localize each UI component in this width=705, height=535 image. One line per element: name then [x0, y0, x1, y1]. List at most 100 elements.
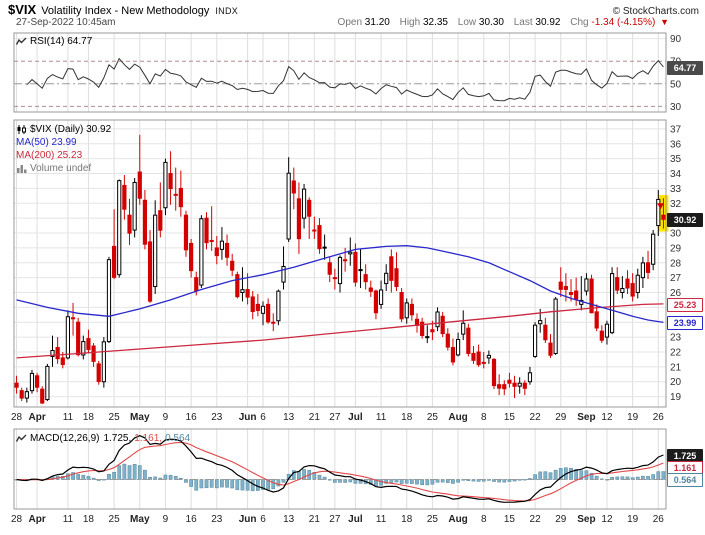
- svg-text:33: 33: [670, 184, 682, 195]
- page-title: Volatility Index - New Methodology: [41, 5, 210, 17]
- candlestick-icon: [17, 125, 26, 134]
- svg-text:22: 22: [530, 412, 542, 423]
- stockcharts-credit-link[interactable]: © StockCharts.com: [612, 6, 699, 17]
- svg-text:Jul: Jul: [348, 514, 363, 525]
- svg-text:6: 6: [260, 412, 266, 423]
- svg-text:15: 15: [504, 514, 516, 525]
- svg-text:8: 8: [481, 514, 487, 525]
- header: $VIX Volatility Index - New Methodology …: [8, 2, 699, 17]
- svg-text:Sep: Sep: [577, 514, 595, 525]
- svg-text:18: 18: [83, 514, 95, 525]
- symbol: $VIX: [8, 2, 37, 17]
- svg-text:37: 37: [670, 124, 682, 135]
- svg-text:18: 18: [401, 514, 413, 525]
- svg-text:6: 6: [260, 514, 266, 525]
- svg-text:90: 90: [670, 34, 682, 45]
- svg-text:25: 25: [109, 514, 121, 525]
- svg-text:12: 12: [601, 412, 613, 423]
- svg-text:50: 50: [670, 79, 682, 90]
- svg-text:22: 22: [530, 514, 542, 525]
- svg-text:28: 28: [11, 412, 23, 423]
- macd-legend-label: MACD(12,26,9): [30, 433, 100, 444]
- svg-text:11: 11: [376, 514, 387, 525]
- symbol-legend-label: $VIX (Daily) 30.92: [30, 124, 112, 135]
- svg-text:25: 25: [427, 412, 439, 423]
- rsi-indicator-icon: [16, 37, 27, 45]
- svg-text:27: 27: [329, 514, 341, 525]
- svg-text:8: 8: [481, 412, 487, 423]
- datetime-label: 27-Sep-2022 10:45am: [16, 17, 116, 28]
- svg-text:11: 11: [63, 514, 74, 525]
- last-price-box: 30.92: [667, 213, 703, 227]
- svg-text:15: 15: [504, 412, 516, 423]
- svg-text:13: 13: [283, 412, 295, 423]
- volume-bars-icon: [17, 165, 27, 173]
- rsi-value-box: 64.77: [667, 61, 703, 75]
- svg-text:28: 28: [11, 514, 23, 525]
- svg-text:11: 11: [63, 412, 74, 423]
- exchange-tag: INDX: [215, 6, 239, 16]
- svg-text:9: 9: [163, 412, 169, 423]
- macd-indicator-icon: [16, 434, 27, 442]
- ma200-legend-label: MA(200) 25.23: [16, 150, 83, 161]
- macd-line-value: 1.725,: [103, 433, 132, 444]
- svg-text:29: 29: [670, 243, 682, 254]
- low-value: 30.30: [478, 17, 504, 28]
- svg-text:21: 21: [670, 362, 682, 373]
- last-label: Last: [513, 17, 533, 28]
- macd-legend: MACD(12,26,9) 1.725, 1.161, 0.564: [16, 432, 190, 445]
- chg-value: -1.34 (-4.15%): [591, 17, 656, 28]
- open-label: Open: [337, 17, 363, 28]
- volume-legend-label: Volume undef: [30, 163, 92, 174]
- svg-text:28: 28: [670, 258, 682, 269]
- svg-text:18: 18: [401, 412, 413, 423]
- high-label: High: [399, 17, 421, 28]
- svg-text:Jun: Jun: [239, 412, 257, 423]
- macd-signal-value: 1.161,: [134, 433, 163, 444]
- svg-text:11: 11: [376, 412, 387, 423]
- svg-text:30: 30: [670, 229, 682, 240]
- quote-row: 27-Sep-2022 10:45am Open 31.20 High 32.3…: [16, 17, 669, 28]
- svg-text:26: 26: [653, 514, 665, 525]
- svg-text:32: 32: [670, 199, 682, 210]
- svg-text:21: 21: [309, 514, 321, 525]
- chg-label: Chg: [570, 17, 589, 28]
- svg-text:May: May: [130, 412, 150, 423]
- svg-text:Apr: Apr: [28, 412, 45, 423]
- svg-text:25: 25: [427, 514, 439, 525]
- ma50-legend-label: MA(50) 23.99: [16, 137, 77, 148]
- svg-text:Jul: Jul: [348, 412, 363, 423]
- svg-text:27: 27: [329, 412, 341, 423]
- svg-text:23: 23: [211, 412, 223, 423]
- chg-down-arrow-icon: ▼: [660, 17, 669, 27]
- svg-text:9: 9: [163, 514, 169, 525]
- svg-text:34: 34: [670, 169, 682, 180]
- ma50-value-box: 23.99: [667, 316, 703, 330]
- quote-summary: Open 31.20 High 32.35 Low 30.30 Last 30.…: [331, 17, 669, 28]
- macd-hist-value: 0.564: [165, 433, 191, 444]
- svg-text:Apr: Apr: [28, 514, 45, 525]
- svg-text:Jun: Jun: [239, 514, 257, 525]
- svg-text:21: 21: [309, 412, 321, 423]
- svg-text:12: 12: [601, 514, 613, 525]
- svg-text:23: 23: [670, 333, 682, 344]
- main-legend: $VIX (Daily) 30.92 MA(50) 23.99 MA(200) …: [16, 123, 111, 175]
- svg-text:25: 25: [109, 412, 121, 423]
- svg-text:Aug: Aug: [448, 412, 467, 423]
- svg-text:27: 27: [670, 273, 682, 284]
- svg-text:13: 13: [283, 514, 295, 525]
- svg-text:29: 29: [555, 514, 567, 525]
- svg-text:36: 36: [670, 139, 682, 150]
- svg-text:26: 26: [670, 288, 682, 299]
- svg-text:19: 19: [627, 514, 639, 525]
- svg-text:May: May: [130, 514, 150, 525]
- svg-text:22: 22: [670, 347, 682, 358]
- svg-text:26: 26: [653, 412, 665, 423]
- svg-text:18: 18: [83, 412, 95, 423]
- ma200-value-box: 25.23: [667, 298, 703, 312]
- svg-text:35: 35: [670, 154, 682, 165]
- low-label: Low: [457, 17, 477, 28]
- svg-text:19: 19: [670, 392, 682, 403]
